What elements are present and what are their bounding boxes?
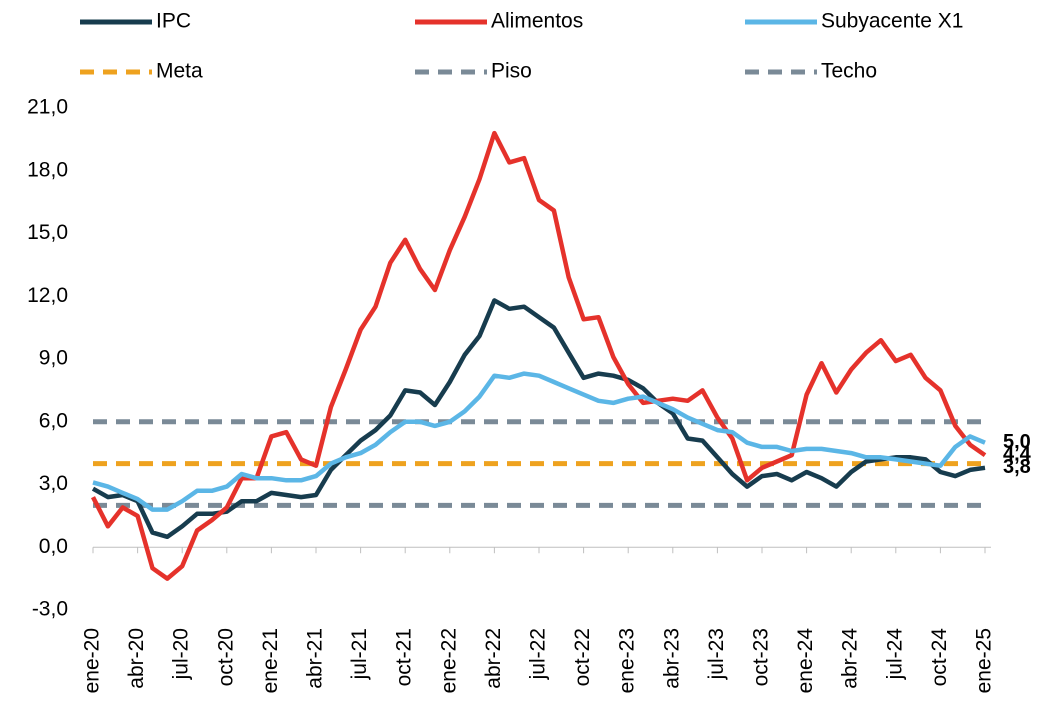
series-line xyxy=(92,371,986,512)
series-line xyxy=(90,130,987,581)
x-tick-label: abr-24 xyxy=(839,628,862,689)
y-tick-label: 21,0 xyxy=(27,96,68,119)
x-tick-label: ene-24 xyxy=(794,628,817,694)
legend-label: Techo xyxy=(821,60,877,83)
end-label: 3,8 xyxy=(1003,456,1031,478)
x-tick-label: oct-20 xyxy=(214,628,237,686)
legend-label: IPC xyxy=(156,10,191,33)
legend-label: Subyacente X1 xyxy=(821,10,963,33)
x-tick-label: abr-23 xyxy=(660,628,683,689)
legend-label: Piso xyxy=(491,60,532,83)
y-tick-label: 6,0 xyxy=(39,409,68,432)
x-tick-label: oct-23 xyxy=(750,628,773,686)
legend-label: Meta xyxy=(156,60,203,83)
end-label: 5,0 xyxy=(1003,431,1031,453)
series-line xyxy=(91,298,986,540)
x-tick-label: oct-22 xyxy=(571,628,594,686)
legend-label: Alimentos xyxy=(491,10,583,33)
y-tick-label: 9,0 xyxy=(39,347,68,370)
x-tick-label: ene-20 xyxy=(81,628,104,693)
y-tick-label: -3,0 xyxy=(32,598,68,621)
x-tick-label: jul-20 xyxy=(170,628,193,680)
x-tick-label: ene-25 xyxy=(973,628,996,693)
x-tick-label: ene-21 xyxy=(259,628,282,693)
end-label: 4,4 xyxy=(1003,443,1032,465)
x-tick-label: oct-21 xyxy=(393,628,416,686)
y-tick-label: 18,0 xyxy=(27,158,68,181)
x-tick-label: ene-22 xyxy=(437,628,460,693)
x-tick-label: oct-24 xyxy=(928,628,951,687)
y-tick-label: 3,0 xyxy=(39,472,68,495)
x-tick-label: abr-22 xyxy=(482,628,505,689)
y-tick-label: 12,0 xyxy=(27,284,68,307)
x-tick-label: jul-23 xyxy=(705,628,728,680)
x-tick-label: abr-21 xyxy=(304,628,327,689)
x-tick-label: jul-21 xyxy=(348,628,371,680)
x-tick-label: jul-22 xyxy=(527,628,550,680)
y-tick-label: 0,0 xyxy=(39,535,68,558)
x-tick-label: abr-20 xyxy=(125,628,148,689)
y-tick-label: 15,0 xyxy=(27,221,68,244)
x-tick-label: jul-24 xyxy=(883,628,906,681)
x-tick-label: ene-23 xyxy=(616,628,639,693)
